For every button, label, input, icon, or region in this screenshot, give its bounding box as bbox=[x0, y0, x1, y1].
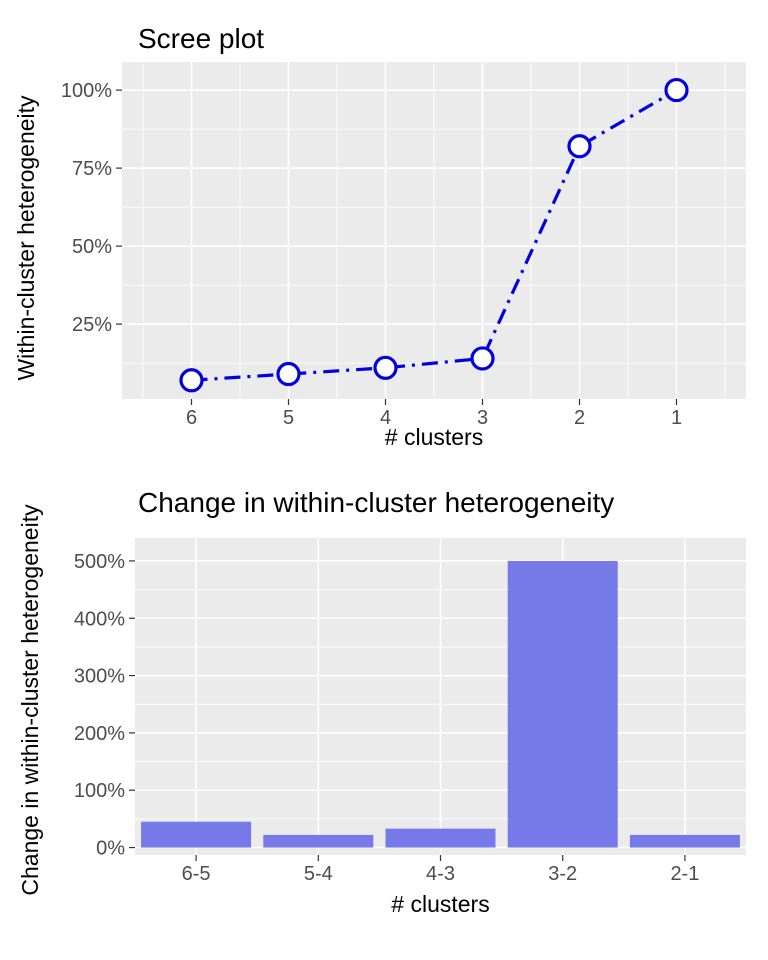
scree-y-axis-label: Within-cluster heterogeneity bbox=[13, 95, 39, 381]
bar bbox=[385, 828, 496, 848]
change-y-axis-label: Change in within-cluster heterogeneity bbox=[17, 504, 43, 896]
tick-label: 200% bbox=[74, 723, 125, 745]
tick-label: 75% bbox=[72, 158, 112, 180]
tick-label: 5 bbox=[283, 407, 294, 429]
tick-label: 2-1 bbox=[670, 863, 699, 885]
data-point bbox=[664, 77, 689, 103]
tick-label: 300% bbox=[74, 666, 125, 688]
tick-label: 1 bbox=[671, 407, 682, 429]
tick-label: 100% bbox=[74, 780, 125, 802]
tick-label: 3 bbox=[477, 407, 488, 429]
series-line bbox=[191, 88, 678, 382]
tick-label: 6 bbox=[186, 407, 197, 429]
scree-plot-title: Scree plot bbox=[138, 23, 265, 54]
tick-label: 6-5 bbox=[182, 863, 211, 885]
tick-label: 2 bbox=[574, 407, 585, 429]
bar bbox=[141, 821, 252, 848]
data-point bbox=[567, 134, 592, 159]
tick-label: 3-2 bbox=[548, 863, 577, 885]
bar bbox=[507, 560, 618, 848]
tick-label: 0% bbox=[96, 838, 125, 860]
data-point bbox=[276, 361, 301, 387]
data-point bbox=[470, 346, 495, 371]
bar bbox=[263, 834, 374, 848]
tick-label: 100% bbox=[61, 80, 112, 102]
data-point bbox=[179, 368, 204, 393]
tick-label: 25% bbox=[72, 314, 112, 336]
tick-label: 4 bbox=[380, 407, 391, 429]
tick-label: 500% bbox=[74, 551, 125, 573]
scree-x-axis-label: # clusters bbox=[384, 424, 484, 450]
bar bbox=[629, 834, 740, 848]
change-plot-title: Change in within-cluster heterogeneity bbox=[138, 487, 615, 518]
tick-label: 4-3 bbox=[426, 863, 455, 885]
data-point bbox=[373, 355, 398, 380]
tick-label: 50% bbox=[72, 236, 112, 258]
tick-label: 400% bbox=[74, 608, 125, 630]
tick-label: 5-4 bbox=[304, 863, 333, 885]
change-x-axis-label: # clusters bbox=[391, 891, 490, 917]
